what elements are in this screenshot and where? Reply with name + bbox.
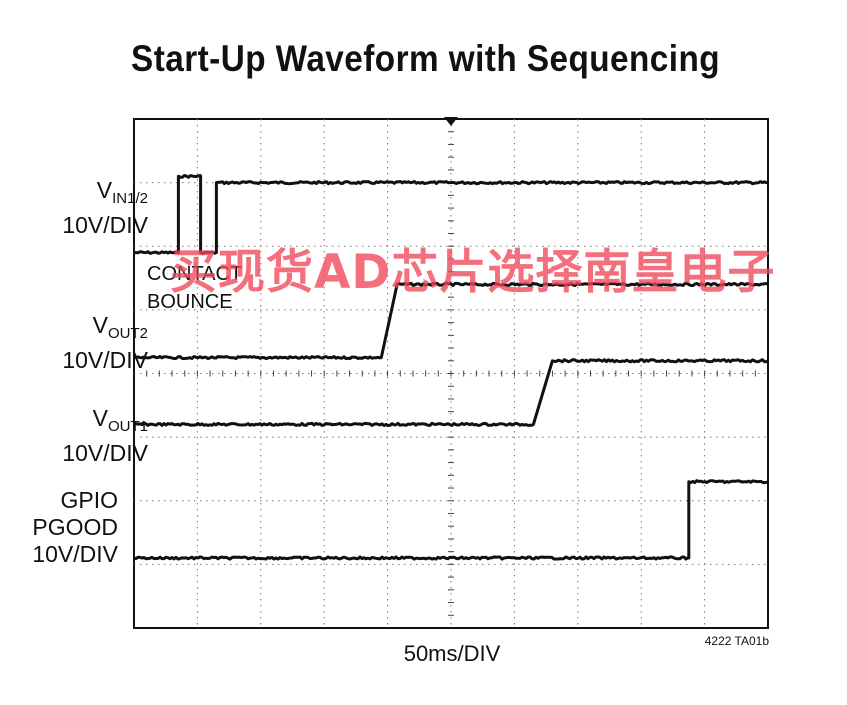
- trigger-marker: [444, 117, 458, 126]
- trace-v-out1: [133, 358, 769, 427]
- figure-id: 4222 TA01b: [704, 634, 769, 648]
- trace-v-out2: [133, 281, 769, 361]
- pgood-label: GPIO PGOOD 10V/DIV: [32, 487, 118, 567]
- vout2-label: VOUT2 10V/DIV: [62, 312, 148, 373]
- chart-title: Start-Up Waveform with Sequencing: [131, 38, 721, 79]
- contact-bounce-annotation: CONTACT BOUNCE: [147, 263, 243, 313]
- trace-gpio-pgood: [133, 479, 769, 561]
- trace-v-in1-2: [134, 173, 768, 256]
- x-axis-label: 50ms/DIV: [403, 641, 501, 666]
- vout1-label: VOUT1 10V/DIV: [62, 405, 148, 466]
- vin-label: VIN1/2 10V/DIV: [62, 177, 148, 238]
- watermark-text: 买现货AD芯片选择南皇电子: [170, 245, 776, 300]
